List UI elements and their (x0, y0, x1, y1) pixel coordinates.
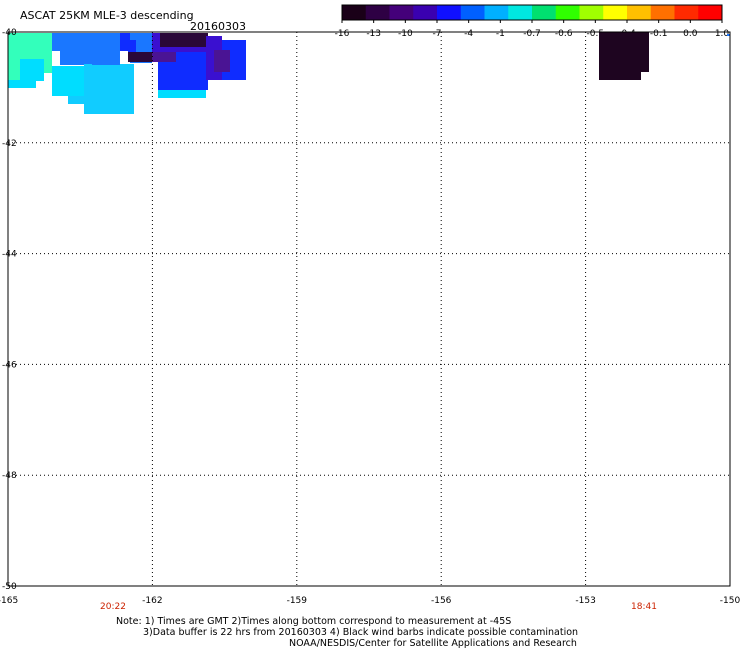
colorbar-label: -4 (464, 29, 473, 39)
lat-label: -44 (2, 250, 17, 260)
colorbar-label: 1.0 (715, 29, 730, 39)
graticule (8, 31, 730, 586)
lat-label: -50 (2, 582, 17, 592)
data-pixel-block (52, 33, 92, 51)
data-pixel-block (599, 72, 641, 80)
latitude-labels: -40 -42 -44 -46 -48 -50 (2, 28, 17, 592)
data-pixel-block (68, 96, 134, 104)
colorbar-segment (532, 5, 557, 20)
colorbar-segment (389, 5, 414, 20)
colorbar-segment (342, 5, 367, 20)
data-swaths (8, 32, 730, 114)
note-line-1: Note: 1) Times are GMT 2)Times along bot… (116, 616, 512, 627)
lon-label: -150 (720, 596, 740, 606)
data-pixel-block (8, 33, 20, 81)
data-pixel-block (44, 33, 52, 73)
colorbar-label: -7 (433, 29, 442, 39)
data-pixel-block (152, 52, 176, 62)
data-pixel-block (214, 50, 230, 72)
colorbar-segment (579, 5, 604, 20)
lat-label: -40 (2, 28, 17, 38)
colorbar-legend: -16-13-10-7-4-1-0.7-0.6-0.5-0.4-0.10.01.… (335, 4, 730, 39)
colorbar-label: -0.1 (650, 29, 668, 39)
colorbar-label: -10 (398, 29, 413, 39)
data-pixel-block (128, 40, 136, 60)
colorbar-segment (650, 5, 675, 20)
colorbar-segment (508, 5, 533, 20)
data-pixel-block (8, 80, 36, 88)
colorbar-label: -0.6 (555, 29, 573, 39)
lon-label: -153 (575, 596, 595, 606)
data-pixel-block (599, 32, 649, 72)
colorbar-label: 0.0 (683, 29, 698, 39)
data-pixel-block (128, 52, 160, 62)
colorbar-segment (484, 5, 509, 20)
lat-label: -46 (2, 360, 17, 370)
data-pixel-block (60, 51, 92, 65)
colorbar-segment (437, 5, 462, 20)
note-line-3: NOAA/NESDIS/Center for Satellite Applica… (289, 638, 577, 649)
lon-label: -156 (431, 596, 452, 606)
data-pixel-block (160, 33, 208, 47)
data-pixel-block (120, 33, 130, 51)
lat-label: -42 (2, 139, 17, 149)
colorbar-label: -0.7 (523, 29, 541, 39)
plot-frame (7, 31, 731, 587)
colorbar-segment (627, 5, 652, 20)
data-pixel-block (176, 52, 208, 72)
lon-label: -165 (0, 596, 18, 606)
time-label-east: 18:41 (631, 602, 657, 612)
data-pixel-block (727, 34, 730, 36)
data-pixel-block (20, 33, 44, 59)
longitude-labels: -165 -162 -159 -156 -153 -150 (0, 596, 740, 606)
colorbar-label: -0.5 (587, 29, 605, 39)
colorbar-segment (674, 5, 699, 20)
colorbar-segment (460, 5, 485, 20)
colorbar-segment (555, 5, 580, 20)
data-pixel-block (84, 64, 134, 100)
colorbar-segment (698, 5, 723, 20)
data-pixel-block (20, 59, 44, 81)
map-title: ASCAT 25KM MLE-3 descending (20, 9, 194, 22)
colorbar-label: -13 (366, 29, 381, 39)
data-pixel-block (158, 90, 206, 98)
colorbar-label: -1 (496, 29, 505, 39)
data-pixel-block (84, 104, 134, 114)
time-label-west: 20:22 (100, 602, 126, 612)
colorbar-segment (413, 5, 438, 20)
lon-label: -159 (287, 596, 308, 606)
data-pixel-block (92, 33, 120, 65)
note-line-2: 3)Data buffer is 22 hrs from 20160303 4)… (143, 627, 579, 638)
colorbar-segment (365, 5, 390, 20)
data-pixel-block (52, 66, 84, 96)
map-date: 20160303 (190, 20, 246, 33)
lat-label: -48 (2, 471, 17, 481)
colorbar-label: -16 (335, 29, 350, 39)
colorbar-segment (603, 5, 628, 20)
lon-label: -162 (142, 596, 162, 606)
